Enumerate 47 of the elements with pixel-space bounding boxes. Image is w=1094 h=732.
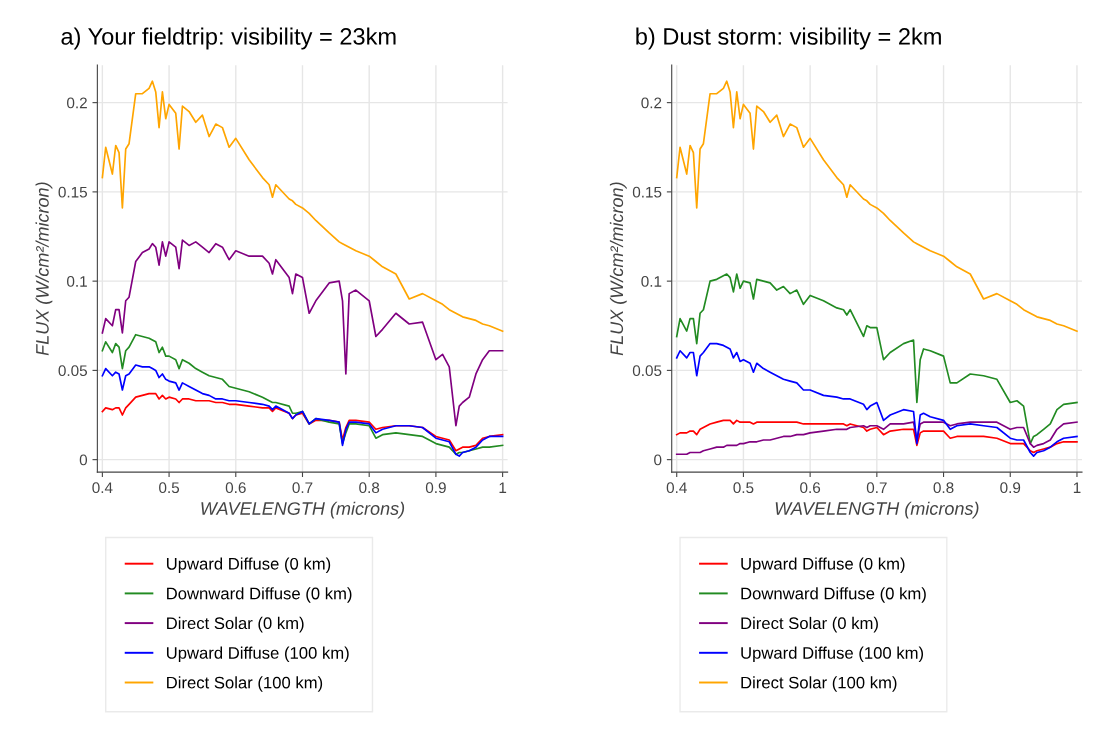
legend-label: Direct Solar (0 km) — [167, 616, 304, 633]
line-series — [675, 80, 1078, 332]
x-tick-label: 1 — [499, 482, 507, 493]
legend-label: Downward Diffuse (0 km) — [167, 587, 352, 603]
x-tick-label: 0.5 — [159, 482, 180, 494]
line-series — [101, 239, 504, 427]
x-tick-label: 0.6 — [800, 482, 821, 494]
y-tick-label: 0 — [654, 454, 662, 466]
line-series — [101, 80, 504, 332]
y-axis-title: FLUX (W/cm²/micron) — [35, 182, 53, 356]
legend-label: Downward Diffuse (0 km) — [741, 587, 926, 603]
chart-title: a) Your fieldtrip: visibility = 23km — [61, 27, 396, 50]
y-tick-label: 0.2 — [67, 97, 87, 109]
y-tick-label: 0.05 — [632, 365, 662, 377]
x-tick-label: 0.6 — [225, 482, 246, 494]
y-tick-label: 0.1 — [67, 276, 87, 287]
x-tick-label: 0.7 — [292, 482, 313, 494]
x-axis-title: WAVELENGTH (microns) — [201, 501, 405, 519]
legend-label: Direct Solar (0 km) — [741, 616, 878, 633]
line-series — [101, 333, 504, 456]
y-axis-title: FLUX (W/cm²/micron) — [609, 182, 627, 356]
line-series — [101, 364, 504, 457]
legend-label: Upward Diffuse (100 km) — [741, 646, 924, 663]
x-tick-label: 0.5 — [733, 482, 754, 494]
x-tick-label: 0.7 — [866, 482, 887, 494]
chart-title: b) Dust storm: visibility = 2km — [636, 27, 941, 50]
y-tick-label: 0.05 — [58, 365, 88, 377]
x-tick-label: 0.4 — [92, 482, 113, 494]
y-tick-label: 0.15 — [58, 186, 88, 198]
y-tick-label: 0.1 — [641, 276, 662, 287]
x-tick-label: 0.9 — [425, 482, 446, 494]
x-tick-label: 1 — [1073, 482, 1081, 493]
x-tick-label: 0.4 — [666, 482, 687, 494]
y-tick-label: 0.15 — [632, 186, 662, 198]
y-tick-label: 0.2 — [641, 97, 662, 109]
x-tick-label: 0.8 — [933, 482, 954, 494]
y-tick-label: 0 — [79, 454, 88, 466]
line-series — [675, 273, 1078, 445]
legend-label: Upward Diffuse (0 km) — [741, 557, 905, 573]
legend-label: Upward Diffuse (0 km) — [166, 557, 331, 573]
x-tick-label: 0.8 — [359, 482, 380, 494]
line-series — [675, 342, 1078, 457]
legend-label: Direct Solar (100 km) — [167, 676, 323, 692]
x-tick-label: 0.9 — [1000, 482, 1021, 494]
legend-label: Upward Diffuse (100 km) — [166, 646, 349, 663]
legend-label: Direct Solar (100 km) — [741, 676, 897, 692]
x-axis-title: WAVELENGTH (microns) — [775, 501, 979, 519]
